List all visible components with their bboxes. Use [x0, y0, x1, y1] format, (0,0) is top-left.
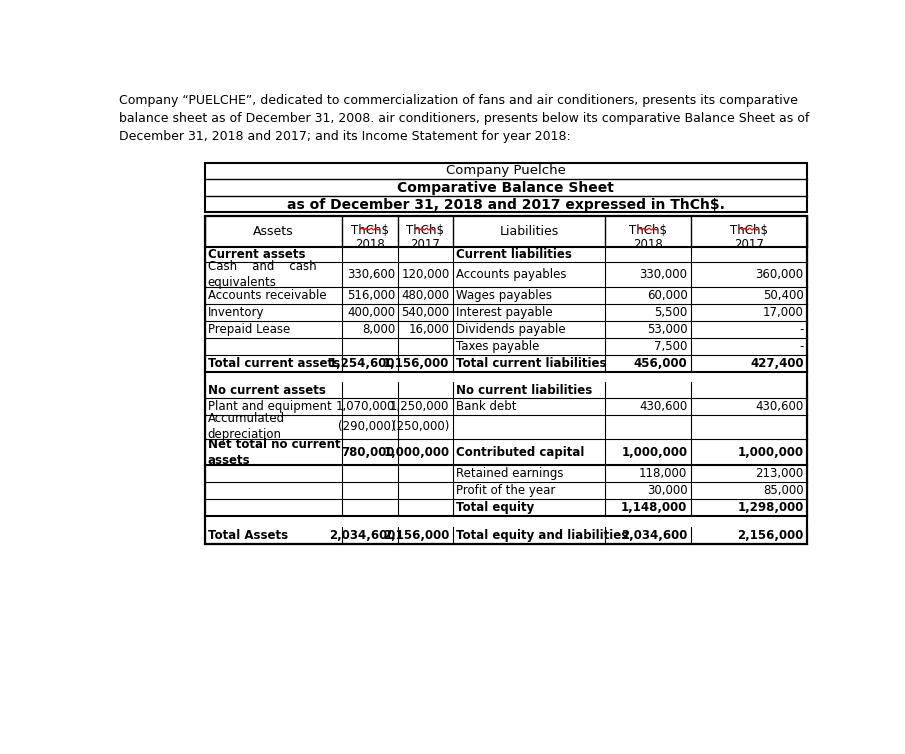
Text: Total Assets: Total Assets — [207, 529, 288, 542]
Text: 2,156,000: 2,156,000 — [383, 529, 450, 542]
Text: Liabilities: Liabilities — [500, 225, 558, 238]
Text: Wages payables: Wages payables — [456, 289, 552, 302]
Text: 53,000: 53,000 — [647, 323, 688, 336]
Text: ThCh$: ThCh$ — [629, 224, 667, 237]
Text: 427,400: 427,400 — [750, 357, 804, 369]
Text: ThCh$: ThCh$ — [406, 224, 444, 237]
Text: No current assets: No current assets — [207, 384, 326, 397]
Text: Interest payable: Interest payable — [456, 305, 552, 319]
Text: 17,000: 17,000 — [763, 305, 804, 319]
Text: 30,000: 30,000 — [647, 484, 688, 498]
Text: 516,000: 516,000 — [347, 289, 395, 302]
Text: 1,148,000: 1,148,000 — [621, 501, 688, 514]
Text: 480,000: 480,000 — [401, 289, 450, 302]
Text: Plant and equipment: Plant and equipment — [207, 400, 331, 412]
Text: 118,000: 118,000 — [639, 467, 688, 480]
Text: 400,000: 400,000 — [348, 305, 395, 319]
Text: 360,000: 360,000 — [756, 268, 804, 281]
Text: 1,250,000: 1,250,000 — [390, 400, 450, 412]
Text: -: - — [799, 339, 804, 353]
Text: 1,070,000: 1,070,000 — [336, 400, 395, 412]
Text: 780,000: 780,000 — [342, 446, 395, 459]
Text: Contributed capital: Contributed capital — [456, 446, 584, 459]
Text: Accounts payables: Accounts payables — [456, 268, 567, 281]
Text: Current assets: Current assets — [207, 248, 305, 261]
Text: 85,000: 85,000 — [763, 484, 804, 498]
Text: Retained earnings: Retained earnings — [456, 467, 563, 480]
Text: ThCh$: ThCh$ — [351, 224, 389, 237]
Text: 456,000: 456,000 — [634, 357, 688, 369]
Text: 2018: 2018 — [355, 238, 385, 250]
Text: 7,500: 7,500 — [654, 339, 688, 353]
Bar — [205, 163, 806, 212]
Text: Company Puelche: Company Puelche — [446, 164, 566, 177]
Bar — [205, 216, 806, 544]
Text: Accumulated
depreciation: Accumulated depreciation — [207, 412, 285, 442]
Text: Assets: Assets — [252, 225, 293, 238]
Text: 2,156,000: 2,156,000 — [738, 529, 804, 542]
Text: 2,034,600: 2,034,600 — [329, 529, 395, 542]
Text: 430,600: 430,600 — [639, 400, 688, 412]
Text: 213,000: 213,000 — [756, 467, 804, 480]
Text: 1,000,000: 1,000,000 — [384, 446, 450, 459]
Text: 2018: 2018 — [633, 238, 662, 250]
Text: 1,298,000: 1,298,000 — [738, 501, 804, 514]
Text: Profit of the year: Profit of the year — [456, 484, 555, 498]
Bar — [205, 216, 806, 544]
Text: 50,400: 50,400 — [763, 289, 804, 302]
Text: 330,000: 330,000 — [640, 268, 688, 281]
Text: No current liabilities: No current liabilities — [456, 384, 592, 397]
Text: Prepaid Lease: Prepaid Lease — [207, 323, 290, 336]
Text: Taxes payable: Taxes payable — [456, 339, 539, 353]
Text: 2,034,600: 2,034,600 — [621, 529, 688, 542]
Text: ThCh$: ThCh$ — [729, 224, 767, 237]
Text: as of December 31, 2018 and 2017 expressed in ThCh$.: as of December 31, 2018 and 2017 express… — [287, 198, 725, 212]
Text: 1,000,000: 1,000,000 — [621, 446, 688, 459]
Text: 8,000: 8,000 — [362, 323, 395, 336]
Text: Current liabilities: Current liabilities — [456, 248, 572, 261]
Text: 1,156,000: 1,156,000 — [383, 357, 450, 369]
Text: Total equity: Total equity — [456, 501, 534, 514]
Text: 120,000: 120,000 — [401, 268, 450, 281]
Text: Total current liabilities: Total current liabilities — [456, 357, 606, 369]
Text: -: - — [799, 323, 804, 336]
Text: Cash    and    cash
equivalents: Cash and cash equivalents — [207, 260, 317, 289]
Text: 1,254,600: 1,254,600 — [329, 357, 395, 369]
Text: Dividends payable: Dividends payable — [456, 323, 566, 336]
Text: 1,000,000: 1,000,000 — [738, 446, 804, 459]
Text: Accounts receivable: Accounts receivable — [207, 289, 327, 302]
Text: 60,000: 60,000 — [647, 289, 688, 302]
Text: 540,000: 540,000 — [401, 305, 450, 319]
Text: Total current assets: Total current assets — [207, 357, 339, 369]
Text: Total equity and liabilities: Total equity and liabilities — [456, 529, 628, 542]
Text: 16,000: 16,000 — [408, 323, 450, 336]
Text: 330,600: 330,600 — [348, 268, 395, 281]
Text: Company “PUELCHE”, dedicated to commercialization of fans and air conditioners, : Company “PUELCHE”, dedicated to commerci… — [119, 93, 810, 143]
Text: Inventory: Inventory — [207, 305, 264, 319]
Text: 430,600: 430,600 — [756, 400, 804, 412]
Text: 5,500: 5,500 — [654, 305, 688, 319]
Text: 2017: 2017 — [734, 238, 764, 250]
Text: (290,000): (290,000) — [338, 421, 395, 434]
Text: Net total no current
assets: Net total no current assets — [207, 438, 340, 467]
Text: (250,000): (250,000) — [392, 421, 450, 434]
Text: Bank debt: Bank debt — [456, 400, 516, 412]
Text: Comparative Balance Sheet: Comparative Balance Sheet — [397, 180, 614, 195]
Text: 2017: 2017 — [411, 238, 441, 250]
